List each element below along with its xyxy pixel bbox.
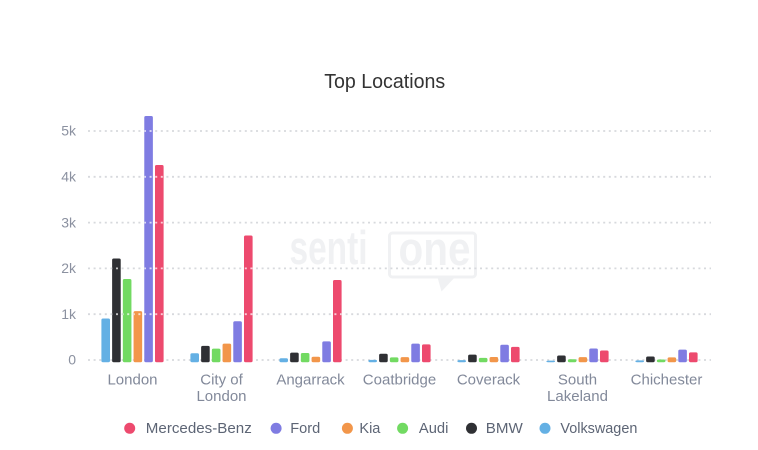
svg-text:4k: 4k	[61, 169, 77, 185]
svg-text:Mercedes-Benz: Mercedes-Benz	[146, 421, 252, 437]
svg-text:Chichester: Chichester	[631, 371, 703, 388]
svg-text:Angarrack: Angarrack	[276, 371, 345, 388]
svg-text:City of: City of	[200, 371, 243, 388]
svg-text:Coatbridge: Coatbridge	[363, 371, 436, 388]
svg-text:Coverack: Coverack	[457, 371, 521, 388]
svg-text:Ford: Ford	[290, 421, 320, 437]
svg-text:1k: 1k	[61, 306, 77, 322]
svg-text:Audi: Audi	[419, 421, 449, 437]
svg-text:BMW: BMW	[486, 421, 523, 437]
svg-text:senti: senti	[290, 221, 368, 274]
svg-text:South: South	[558, 371, 597, 388]
svg-text:London: London	[196, 388, 246, 405]
svg-text:Kia: Kia	[359, 421, 381, 437]
svg-text:one: one	[399, 222, 471, 275]
svg-text:Volkswagen: Volkswagen	[560, 421, 637, 437]
svg-text:Top Locations: Top Locations	[324, 71, 445, 93]
svg-text:3k: 3k	[61, 214, 77, 230]
svg-text:Lakeland: Lakeland	[547, 388, 608, 405]
svg-text:London: London	[107, 371, 157, 388]
svg-text:5k: 5k	[61, 123, 77, 139]
svg-text:2k: 2k	[61, 260, 77, 276]
svg-text:0: 0	[68, 352, 76, 368]
